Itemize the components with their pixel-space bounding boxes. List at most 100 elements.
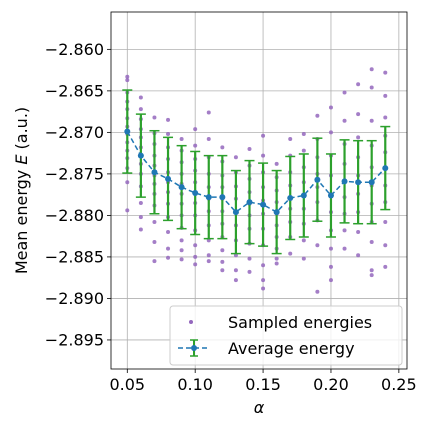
- x-tick-label-1: 0.10: [177, 375, 213, 394]
- sampled-energy-point-2-0: [152, 115, 157, 120]
- average-energy-point-15: [327, 192, 334, 199]
- y-axis-label-variable: E: [12, 154, 31, 165]
- average-energy-point-8: [232, 209, 239, 216]
- average-energy-point-9: [246, 199, 253, 206]
- sampled-energy-point-8-0: [233, 155, 238, 160]
- sampled-energy-point-19-1: [383, 93, 388, 98]
- sampled-energy-point-13-0: [301, 132, 306, 137]
- sampled-energy-point-5-9: [193, 243, 198, 248]
- average-energy-point-0: [124, 128, 131, 135]
- sampled-energy-point-3-11: [166, 255, 171, 260]
- sampled-energy-point-10-0: [261, 133, 266, 138]
- legend-label-average-energy: Average energy: [228, 339, 355, 358]
- y-tick-label-2: −2.885: [45, 247, 104, 266]
- sampled-energy-point-0-12: [125, 180, 130, 185]
- sampled-energy-point-17-2: [356, 135, 361, 140]
- y-axis-label-suffix: (a.u.): [12, 107, 31, 155]
- sampled-energy-point-3-1: [166, 132, 171, 137]
- sampled-energy-point-2-11: [152, 259, 157, 264]
- sampled-energy-point-16-7: [342, 228, 347, 233]
- axis-ticks: 0.05 0.10 0.15 0.20 0.25 −2.895 −2.890 −2.885 −2…: [45, 40, 417, 394]
- sampled-energy-point-0-0: [125, 74, 130, 79]
- sampled-energy-point-4-10: [179, 248, 184, 253]
- sampled-energy-point-1-1: [138, 107, 143, 112]
- average-energy-point-5: [192, 189, 199, 196]
- sampled-energy-point-6-9: [206, 253, 211, 258]
- sampled-energy-point-13-1: [301, 148, 306, 153]
- sampled-energy-point-9-8: [247, 256, 252, 261]
- sampled-energy-point-1-10: [138, 200, 143, 205]
- sampled-energy-point-7-8: [220, 248, 225, 253]
- sampled-energy-point-5-11: [193, 262, 198, 267]
- average-energy-point-13: [300, 192, 307, 199]
- sampled-energy-point-5-1: [193, 143, 198, 148]
- x-tick-label-3: 0.20: [313, 375, 349, 394]
- sampled-energy-point-15-9: [328, 278, 333, 283]
- sampled-energy-point-17-0: [356, 82, 361, 87]
- y-tick-label-6: −2.865: [45, 81, 104, 100]
- sampled-energy-point-19-2: [383, 115, 388, 120]
- sampled-energy-point-15-0: [328, 105, 333, 110]
- sampled-energy-point-3-0: [166, 117, 171, 122]
- sampled-energy-point-5-0: [193, 127, 198, 132]
- sampled-energy-point-2-9: [152, 220, 157, 225]
- sampled-energies-series: [125, 67, 388, 294]
- average-energy-point-14: [314, 176, 321, 183]
- sampled-energy-point-1-11: [138, 215, 143, 220]
- sampled-energy-point-7-0: [220, 145, 225, 150]
- average-energy-point-1: [137, 152, 144, 159]
- sampled-energy-point-11-8: [274, 256, 279, 261]
- sampled-energy-point-6-10: [206, 259, 211, 264]
- x-tick-label-4: 0.25: [381, 375, 417, 394]
- sampled-energy-point-17-1: [356, 112, 361, 117]
- y-tick-label-0: −2.895: [45, 330, 104, 349]
- y-axis-label: Mean energy E (a.u.): [12, 107, 31, 274]
- y-tick-label-4: −2.875: [45, 164, 104, 183]
- x-tick-label-0: 0.05: [109, 375, 145, 394]
- average-energy-point-17: [355, 179, 362, 186]
- sampled-energy-point-8-9: [233, 278, 238, 283]
- sampled-energy-point-12-0: [288, 137, 293, 142]
- sampled-energy-point-16-8: [342, 246, 347, 251]
- sampled-energy-point-0-13: [125, 208, 130, 213]
- average-energy-point-16: [341, 178, 348, 185]
- average-energy-point-19: [382, 165, 389, 172]
- sampled-energy-point-14-0: [315, 113, 320, 118]
- sampled-energy-point-10-10: [261, 286, 266, 291]
- sampled-energy-point-17-8: [356, 253, 361, 258]
- x-axis-label: α: [254, 398, 265, 417]
- sampled-energy-point-5-10: [193, 254, 198, 259]
- average-energy-point-10: [260, 201, 267, 208]
- average-energy-point-3: [165, 175, 172, 182]
- average-energy-point-6: [205, 194, 212, 201]
- sampled-energy-point-3-9: [166, 230, 171, 235]
- sampled-energy-point-2-10: [152, 239, 157, 244]
- sampled-energy-point-6-0: [206, 110, 211, 115]
- sampled-energy-point-3-10: [166, 246, 171, 251]
- sampled-energy-point-18-10: [369, 273, 374, 278]
- sampled-energy-point-19-9: [383, 243, 388, 248]
- sampled-energy-point-12-8: [288, 251, 293, 256]
- sampled-energy-point-9-0: [247, 146, 252, 151]
- sampled-energy-point-6-1: [206, 137, 211, 142]
- legend-average-energy-marker: [191, 345, 197, 351]
- sampled-energy-point-4-11: [179, 257, 184, 262]
- sampled-energy-point-15-8: [328, 264, 333, 269]
- sampled-energy-point-8-8: [233, 268, 238, 273]
- average-energy-series: [124, 128, 389, 216]
- sampled-energy-point-1-12: [138, 227, 143, 232]
- average-energy-point-18: [368, 179, 375, 186]
- average-energy-point-12: [287, 194, 294, 201]
- sampled-energy-point-14-8: [315, 289, 320, 294]
- sampled-energy-point-7-10: [220, 268, 225, 273]
- sampled-energy-point-15-7: [328, 246, 333, 251]
- y-axis-label-prefix: Mean energy: [12, 165, 31, 275]
- legend-box: [169, 305, 403, 366]
- y-tick-label-3: −2.880: [45, 206, 104, 225]
- sampled-energy-point-19-8: [383, 220, 388, 225]
- sampled-energy-point-11-9: [274, 261, 279, 266]
- sampled-energy-point-13-7: [301, 238, 306, 243]
- sampled-energy-point-10-1: [261, 153, 266, 158]
- sampled-energy-point-14-7: [315, 243, 320, 248]
